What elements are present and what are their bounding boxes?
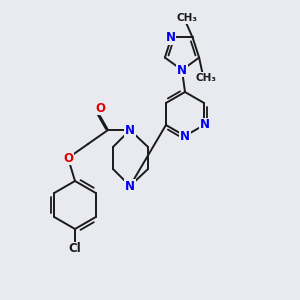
Text: N: N: [177, 64, 187, 76]
Text: N: N: [200, 118, 210, 131]
Text: N: N: [180, 130, 190, 143]
Text: N: N: [125, 124, 135, 136]
Text: N: N: [125, 179, 135, 193]
Text: N: N: [165, 31, 176, 44]
Text: CH₃: CH₃: [196, 73, 217, 83]
Text: O: O: [63, 152, 73, 164]
Text: Cl: Cl: [69, 242, 81, 256]
Text: CH₃: CH₃: [177, 13, 198, 23]
Text: O: O: [95, 101, 105, 115]
